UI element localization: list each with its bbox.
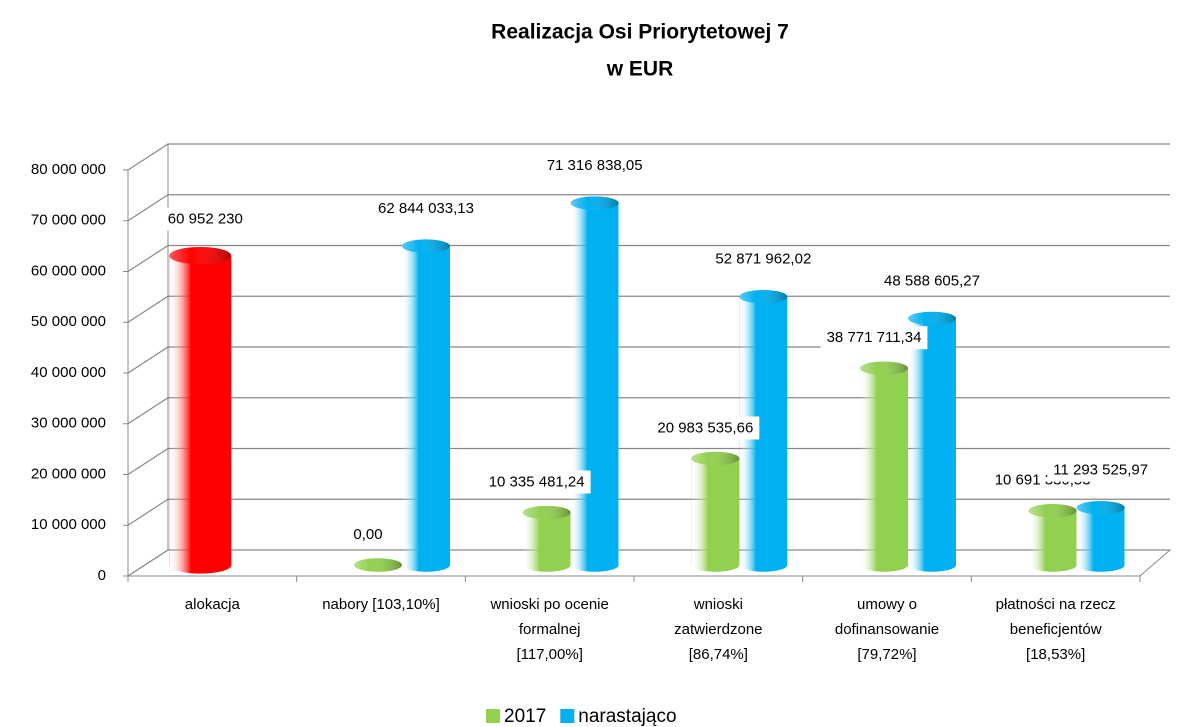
data-label-bg [1047, 458, 1155, 482]
data-label: 11 293 525,97 [1053, 462, 1148, 479]
y-tick-label: 50 000 000 [31, 313, 106, 330]
data-label-bg [709, 247, 818, 271]
bar [402, 246, 450, 572]
legend-label: narastająco [578, 706, 676, 727]
grid-line [127, 498, 1170, 526]
data-label-bg [372, 197, 480, 221]
chart-title: w EUR [606, 58, 674, 81]
data-label: 38 771 711,34 [827, 329, 922, 346]
x-tick-label: formalnej [519, 621, 581, 638]
bar [860, 368, 908, 572]
x-tick-label: wnioski [693, 596, 743, 613]
legend-swatch [486, 709, 500, 723]
bar-top-shade [1076, 500, 1125, 515]
x-tick-label: [117,00%] [516, 646, 582, 663]
data-label-bg [161, 207, 249, 231]
bar-top-shade [402, 239, 450, 253]
y-tick-label: 80 000 000 [31, 161, 106, 178]
y-tick-label: 70 000 000 [31, 212, 106, 229]
data-label-bg [347, 522, 389, 546]
bar [739, 296, 788, 572]
grid-line [127, 549, 1170, 577]
grid-line [127, 447, 1170, 476]
data-label: 62 844 033,13 [378, 200, 474, 217]
x-tick-label: wnioski po ocenie [489, 596, 608, 613]
y-tick-label: 60 000 000 [31, 262, 106, 279]
bar [570, 203, 619, 572]
chart-title: Realizacja Osi Priorytetowej 7 [491, 21, 789, 44]
x-tick-label: dofinansowanie [835, 621, 939, 638]
grid-line [127, 143, 1170, 171]
bar [908, 318, 956, 572]
data-label: 60 952 230 [168, 211, 243, 228]
bar [1028, 510, 1077, 572]
x-tick-label: płatności na rzecz [996, 596, 1116, 613]
grid-line [127, 397, 1170, 425]
x-tick-label: alokacja [185, 596, 241, 613]
bar [691, 458, 740, 572]
data-label: 71 316 838,05 [547, 157, 643, 174]
bar [169, 255, 232, 574]
x-tick-label: beneficjentów [1010, 621, 1102, 638]
x-tick-label: [18,53%] [1026, 646, 1085, 663]
y-tick-label: 10 000 000 [31, 516, 106, 533]
bar-top-shade [691, 451, 740, 466]
bar [1076, 507, 1125, 572]
data-label-bg [878, 269, 986, 293]
x-tick-label: nabory [103,10%] [322, 596, 440, 613]
grid-line [127, 295, 1170, 323]
bar-top-shade [169, 246, 232, 265]
data-label: 10 335 481,24 [489, 474, 585, 491]
grid-line [127, 346, 1170, 374]
bar-top-shade [908, 311, 956, 326]
y-tick-label: 0 [98, 567, 106, 584]
bar-top-shade [354, 558, 402, 572]
bar-top-shade [860, 361, 908, 375]
bar-top-shade [739, 289, 788, 304]
floor [126, 549, 1172, 577]
data-label: 48 588 605,27 [884, 272, 980, 289]
x-tick-label: [79,72%] [857, 646, 916, 663]
y-tick-label: 20 000 000 [31, 465, 106, 482]
bar [522, 512, 571, 572]
grid-line [127, 244, 1170, 273]
bar-top-shade [522, 505, 571, 520]
legend-swatch [560, 709, 575, 723]
bar-top-shade [1028, 504, 1077, 518]
data-label: 52 871 962,02 [715, 251, 811, 268]
grid-line [127, 194, 1170, 222]
data-label-bg [540, 154, 649, 178]
data-label-bg [482, 470, 591, 494]
data-label: 20 983 535,66 [657, 419, 753, 436]
y-tick-label: 30 000 000 [31, 415, 106, 432]
bar-top-shade [570, 196, 619, 210]
legend-label: 2017 [504, 706, 546, 727]
data-label-bg [651, 416, 760, 440]
data-label: 0,00 [353, 526, 382, 543]
x-tick-label: zatwierdzone [674, 621, 762, 638]
y-tick-label: 40 000 000 [31, 364, 106, 381]
x-tick-label: [86,74%] [689, 646, 748, 663]
x-tick-label: umowy o [857, 596, 917, 613]
data-label-bg [820, 326, 928, 350]
